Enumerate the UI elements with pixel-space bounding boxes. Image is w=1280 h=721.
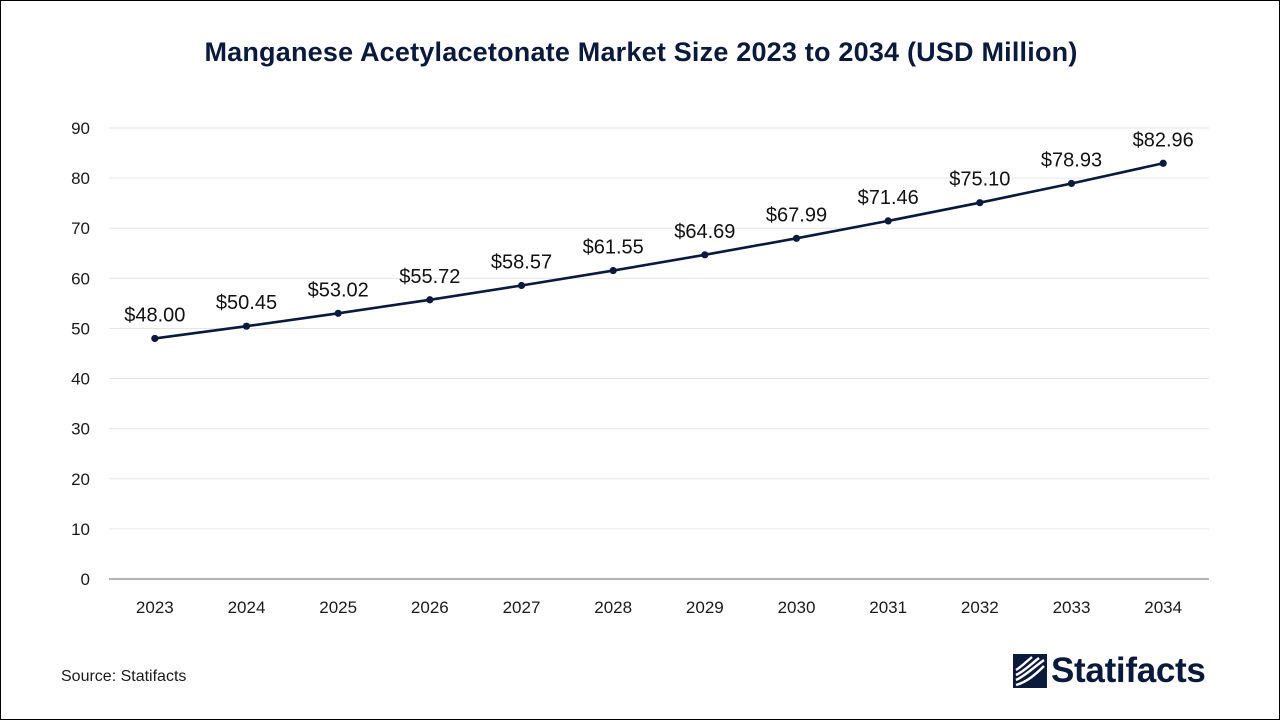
data-point xyxy=(151,334,159,343)
x-tick-label: 2034 xyxy=(1144,598,1182,617)
data-label: $71.46 xyxy=(858,187,919,209)
data-point xyxy=(517,281,526,290)
data-label: $82.96 xyxy=(1133,129,1194,151)
statifacts-logo: Statifacts xyxy=(1013,651,1206,691)
y-tick-label: 0 xyxy=(81,570,90,589)
x-tick-label: 2023 xyxy=(136,598,174,617)
data-point xyxy=(976,199,984,207)
x-tick-label: 2028 xyxy=(594,598,632,617)
logo-text: Statifacts xyxy=(1051,651,1206,690)
source-note: Source: Statifacts xyxy=(61,668,187,685)
x-tick-label: 2033 xyxy=(1053,598,1091,617)
data-label: $58.57 xyxy=(491,251,552,273)
data-point xyxy=(792,234,801,242)
data-label: $64.69 xyxy=(674,221,735,243)
y-tick-label: 90 xyxy=(71,119,90,138)
data-label: $50.45 xyxy=(216,292,277,314)
data-point xyxy=(609,266,617,275)
y-tick-label: 50 xyxy=(71,319,90,338)
x-tick-label: 2032 xyxy=(961,598,999,617)
x-tick-label: 2027 xyxy=(503,598,541,617)
y-tick-label: 80 xyxy=(71,169,90,188)
data-label: $67.99 xyxy=(766,204,827,226)
data-label: $55.72 xyxy=(399,266,460,288)
x-tick-label: 2024 xyxy=(228,598,266,617)
data-label: $78.93 xyxy=(1041,149,1102,171)
data-label: $48.00 xyxy=(124,304,185,326)
data-label: $61.55 xyxy=(583,237,644,259)
chart-title: Manganese Acetylacetonate Market Size 20… xyxy=(204,37,1078,67)
data-point xyxy=(334,309,342,317)
data-point xyxy=(884,217,892,225)
data-label: $53.02 xyxy=(308,279,369,301)
data-point xyxy=(1067,179,1076,188)
data-point xyxy=(701,251,709,259)
data-label: $75.10 xyxy=(949,169,1010,191)
data-point xyxy=(426,296,434,304)
x-tick-label: 2031 xyxy=(869,598,907,617)
x-tick-label: 2025 xyxy=(319,598,357,617)
y-tick-label: 70 xyxy=(71,219,90,238)
y-tick-label: 60 xyxy=(71,269,90,288)
statifacts-logo-icon xyxy=(1013,654,1047,688)
y-tick-label: 20 xyxy=(71,470,90,489)
x-tick-label: 2026 xyxy=(411,598,449,617)
y-tick-label: 30 xyxy=(71,420,90,439)
y-tick-label: 40 xyxy=(71,370,90,389)
x-tick-label: 2030 xyxy=(778,598,816,617)
x-tick-label: 2029 xyxy=(686,598,724,617)
data-point xyxy=(1159,159,1167,167)
y-tick-label: 10 xyxy=(71,520,90,539)
data-point xyxy=(242,322,251,330)
series-line xyxy=(154,162,1164,340)
